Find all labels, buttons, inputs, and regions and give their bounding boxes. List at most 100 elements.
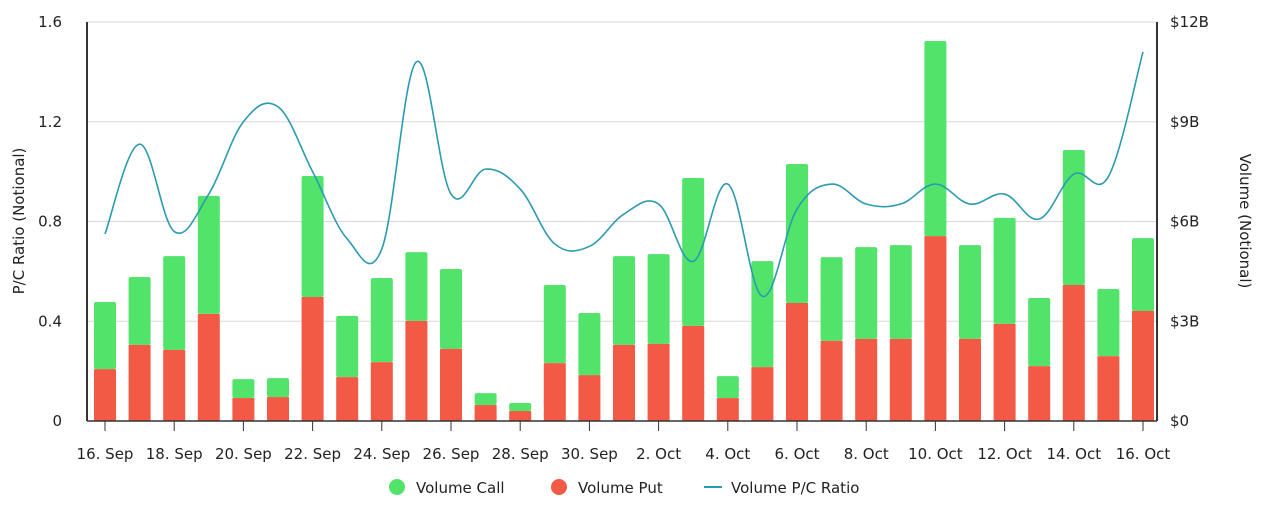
bar-volume-put[interactable] xyxy=(163,349,186,421)
bar-volume-put[interactable] xyxy=(1028,366,1051,421)
bar-volume-call[interactable] xyxy=(509,403,532,412)
bar-volume-put[interactable] xyxy=(751,367,774,421)
bar-volume-call[interactable] xyxy=(786,163,808,303)
legend: Volume Call Volume Put Volume P/C Ratio xyxy=(389,479,859,497)
bar-volume-put[interactable] xyxy=(474,405,497,421)
bar-volume-call[interactable] xyxy=(751,261,774,368)
bar-volume-call[interactable] xyxy=(682,177,705,326)
x-tick-label: 18. Sep xyxy=(146,445,203,463)
bar-volume-put[interactable] xyxy=(1097,356,1120,421)
ratio-line xyxy=(104,51,1144,298)
bar-volume-call[interactable] xyxy=(232,379,255,399)
bar-volume-put[interactable] xyxy=(336,377,359,421)
bar-volume-call[interactable] xyxy=(336,315,359,378)
bar-volume-put[interactable] xyxy=(197,313,220,421)
bar-volume-call[interactable] xyxy=(1097,288,1120,357)
bar-volume-put[interactable] xyxy=(301,296,324,421)
line-volume-pc-ratio[interactable] xyxy=(104,51,1144,298)
bar-volume-call[interactable] xyxy=(474,393,497,406)
y-tick-left: 0.8 xyxy=(38,213,62,231)
bar-volume-call[interactable] xyxy=(94,301,116,370)
y-axis-right-label: Volume (Notional) xyxy=(1236,154,1254,289)
x-tick-label: 10. Oct xyxy=(908,445,963,463)
x-tick-label: 20. Sep xyxy=(215,445,272,463)
legend-marker xyxy=(551,479,567,495)
bar-volume-put[interactable] xyxy=(267,397,289,421)
bar-volume-call[interactable] xyxy=(613,256,635,345)
x-tick-label: 16. Sep xyxy=(77,445,134,463)
bar-volume-call[interactable] xyxy=(716,376,739,399)
bar-volume-put[interactable] xyxy=(440,348,462,421)
axes: 0 $0 0.4 $3B 0.8 $6B 1.2 $9B 1.6 $12B 16. Sep 18. S… xyxy=(38,13,1209,463)
bar-volume-call[interactable] xyxy=(197,195,220,314)
bar-volume-put[interactable] xyxy=(232,398,255,421)
x-tick-label: 12. Oct xyxy=(977,445,1032,463)
bar-volume-call[interactable] xyxy=(578,312,601,376)
bar-volume-put[interactable] xyxy=(578,375,601,421)
y-tick-right: $12B xyxy=(1170,13,1209,31)
bar-volume-put[interactable] xyxy=(613,344,635,421)
bar-volume-put[interactable] xyxy=(1132,310,1154,421)
x-tick-label: 22. Sep xyxy=(284,445,341,463)
x-tick-label: 14. Oct xyxy=(1047,445,1102,463)
x-tick-label: 6. Oct xyxy=(774,445,819,463)
bar-volume-put[interactable] xyxy=(94,369,116,421)
bar-volume-call[interactable] xyxy=(924,40,947,237)
bar-volume-put[interactable] xyxy=(959,338,981,421)
y-tick-left: 0 xyxy=(52,412,62,430)
legend-item[interactable]: Volume P/C Ratio xyxy=(704,479,859,497)
bar-volume-put[interactable] xyxy=(924,236,947,421)
bar-volume-call[interactable] xyxy=(405,252,428,321)
legend-item[interactable]: Volume Put xyxy=(551,479,663,497)
legend-marker xyxy=(389,479,405,495)
bars xyxy=(94,40,1154,421)
bar-volume-put[interactable] xyxy=(993,323,1016,421)
x-tick-label: 2. Oct xyxy=(636,445,681,463)
bar-volume-call[interactable] xyxy=(128,277,151,345)
bar-volume-call[interactable] xyxy=(301,175,324,297)
legend-label: Volume P/C Ratio xyxy=(731,479,859,497)
x-tick-label: 8. Oct xyxy=(844,445,889,463)
bar-volume-put[interactable] xyxy=(716,398,739,421)
y-tick-left: 1.6 xyxy=(38,13,62,31)
bar-volume-put[interactable] xyxy=(370,362,393,421)
bar-volume-call[interactable] xyxy=(959,245,981,339)
bar-volume-call[interactable] xyxy=(820,257,843,341)
x-tick-label: 26. Sep xyxy=(423,445,480,463)
bar-volume-put[interactable] xyxy=(820,340,843,421)
bar-volume-put[interactable] xyxy=(405,320,428,421)
bar-volume-call[interactable] xyxy=(1132,238,1154,311)
legend-label: Volume Call xyxy=(416,479,505,497)
x-tick-label: 30. Sep xyxy=(561,445,618,463)
x-tick-label: 28. Sep xyxy=(492,445,549,463)
bar-volume-put[interactable] xyxy=(1062,285,1085,421)
legend-item[interactable]: Volume Call xyxy=(389,479,505,497)
bar-volume-call[interactable] xyxy=(1028,297,1051,367)
bar-volume-call[interactable] xyxy=(647,254,670,344)
legend-label: Volume Put xyxy=(578,479,663,497)
x-tick-label: 16. Oct xyxy=(1116,445,1171,463)
bar-volume-call[interactable] xyxy=(267,378,289,398)
bar-volume-call[interactable] xyxy=(370,278,393,363)
y-tick-left: 1.2 xyxy=(38,113,62,131)
bar-volume-put[interactable] xyxy=(128,344,151,421)
bar-volume-put[interactable] xyxy=(855,338,878,421)
bar-volume-put[interactable] xyxy=(543,363,566,421)
bar-volume-call[interactable] xyxy=(993,217,1016,324)
y-tick-right: $9B xyxy=(1170,113,1199,131)
bar-volume-call[interactable] xyxy=(543,285,566,364)
bar-volume-call[interactable] xyxy=(889,245,912,339)
bar-volume-put[interactable] xyxy=(647,343,670,421)
bar-volume-put[interactable] xyxy=(509,411,532,421)
y-tick-right: $6B xyxy=(1170,213,1199,231)
x-tick-label: 4. Oct xyxy=(705,445,750,463)
bar-volume-call[interactable] xyxy=(855,247,878,339)
bar-volume-put[interactable] xyxy=(682,325,705,421)
y-tick-left: 0.4 xyxy=(38,312,62,330)
bar-volume-put[interactable] xyxy=(889,338,912,421)
y-tick-right: $3B xyxy=(1170,312,1199,330)
bar-volume-call[interactable] xyxy=(163,256,186,350)
bar-volume-put[interactable] xyxy=(786,302,808,421)
bar-volume-call[interactable] xyxy=(1062,150,1085,286)
bar-volume-call[interactable] xyxy=(440,269,462,349)
